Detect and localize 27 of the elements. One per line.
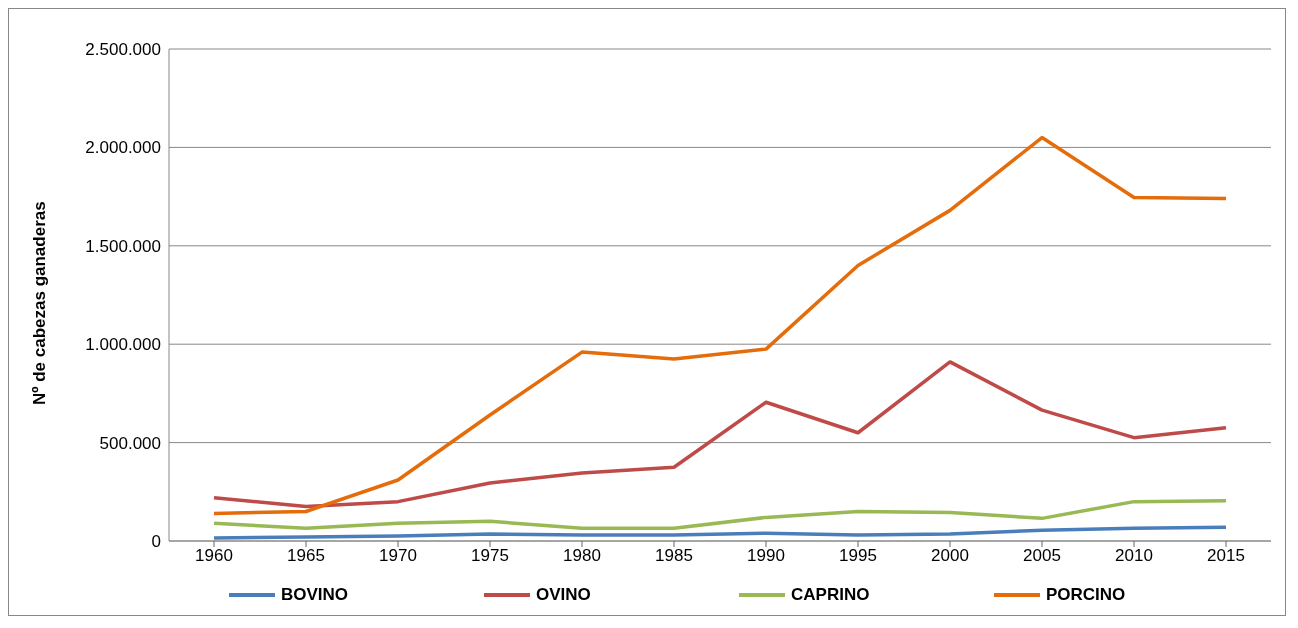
legend-label: CAPRINO [791,585,870,605]
legend-label: PORCINO [1046,585,1126,605]
y-axis-title: Nº de cabezas ganaderas [30,201,50,405]
y-tick-label: 2.000.000 [85,138,161,158]
x-tick-label: 1965 [287,546,325,566]
legend-label: BOVINO [281,585,349,605]
y-tick-label: 1.500.000 [85,236,161,256]
y-tick-label: 500.000 [99,433,161,453]
x-tick-label: 2005 [1023,546,1061,566]
x-tick-label: 2010 [1115,546,1153,566]
line-series [212,360,1228,509]
x-tick-label: 1960 [195,546,233,566]
y-tick-label: 0 [151,532,161,552]
x-tick-label: 2015 [1207,546,1245,566]
x-tick-label: 2000 [931,546,969,566]
line-series [212,498,1228,530]
legend-label: OVINO [536,585,591,605]
x-tick-label: 1985 [655,546,693,566]
y-tick-label: 2.500.000 [85,40,161,60]
x-tick-label: 1980 [563,546,601,566]
line-series [212,135,1228,516]
x-tick-label: 1990 [747,546,785,566]
x-tick-label: 1995 [839,546,877,566]
y-tick-label: 1.000.000 [85,335,161,355]
x-tick-label: 1975 [471,546,509,566]
line-series [212,525,1228,540]
x-tick-label: 1970 [379,546,417,566]
